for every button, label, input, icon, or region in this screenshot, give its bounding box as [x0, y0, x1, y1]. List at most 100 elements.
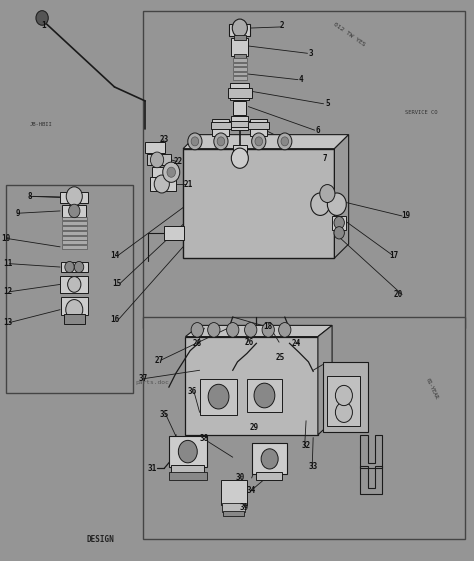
Bar — [222, 503, 245, 512]
Circle shape — [150, 152, 164, 168]
Polygon shape — [318, 325, 332, 435]
Text: 7: 7 — [323, 154, 328, 163]
Text: parts.doc: parts.doc — [136, 380, 170, 385]
Circle shape — [281, 137, 289, 146]
Text: 14: 14 — [110, 251, 119, 260]
Text: 19: 19 — [401, 211, 410, 220]
Circle shape — [232, 19, 247, 37]
Circle shape — [336, 385, 353, 406]
Circle shape — [65, 261, 74, 273]
Bar — [145, 142, 165, 153]
Bar — [234, 35, 246, 40]
Circle shape — [217, 137, 225, 146]
Circle shape — [252, 133, 266, 150]
Bar — [252, 443, 287, 474]
Bar — [229, 24, 250, 36]
Bar — [150, 177, 176, 191]
Polygon shape — [183, 135, 349, 149]
Bar — [164, 226, 184, 240]
Text: 20: 20 — [394, 290, 403, 299]
Text: 15: 15 — [112, 279, 121, 288]
Text: 12: 12 — [3, 287, 13, 296]
Bar — [6, 185, 133, 393]
Circle shape — [191, 323, 203, 337]
Text: 36: 36 — [188, 387, 197, 396]
Text: 8: 8 — [27, 192, 32, 201]
Circle shape — [261, 449, 278, 469]
Bar — [228, 88, 252, 98]
Circle shape — [66, 300, 83, 320]
Text: DESIGN: DESIGN — [86, 535, 114, 544]
Circle shape — [68, 277, 81, 292]
Text: 012 TW YES: 012 TW YES — [332, 22, 365, 48]
Text: 31: 31 — [148, 464, 157, 473]
Bar — [183, 149, 335, 258]
Circle shape — [214, 133, 228, 150]
Bar — [250, 119, 267, 136]
Bar — [60, 276, 89, 293]
Text: 22: 22 — [173, 157, 183, 166]
Bar — [248, 122, 269, 129]
Circle shape — [66, 187, 82, 206]
Text: 35: 35 — [160, 410, 169, 419]
Bar — [169, 436, 207, 467]
Bar — [62, 231, 87, 235]
Circle shape — [191, 137, 199, 146]
Circle shape — [231, 148, 248, 168]
Circle shape — [208, 323, 220, 337]
Bar — [332, 216, 346, 230]
Circle shape — [36, 11, 48, 25]
Bar — [62, 217, 87, 220]
Text: 2: 2 — [280, 21, 285, 30]
Circle shape — [74, 261, 84, 273]
Text: 32: 32 — [301, 442, 310, 450]
Text: 5: 5 — [325, 99, 330, 108]
Bar — [62, 226, 87, 230]
Circle shape — [255, 137, 263, 146]
Bar — [223, 511, 244, 516]
Text: 26: 26 — [245, 338, 254, 347]
Bar — [233, 101, 246, 115]
Circle shape — [328, 193, 346, 215]
Bar — [221, 480, 247, 505]
Bar — [185, 337, 318, 435]
Text: 18: 18 — [264, 322, 273, 331]
Bar — [61, 262, 88, 272]
Bar — [62, 221, 87, 225]
Bar — [64, 314, 85, 324]
Text: 33: 33 — [309, 462, 318, 471]
Text: 16: 16 — [110, 315, 119, 324]
Bar — [233, 63, 247, 66]
Bar — [146, 154, 171, 165]
Circle shape — [278, 133, 292, 150]
Bar — [152, 167, 171, 177]
Circle shape — [245, 323, 257, 337]
Text: 17: 17 — [389, 251, 398, 260]
Bar — [210, 122, 231, 129]
Bar — [234, 54, 246, 58]
Bar — [233, 72, 247, 75]
Text: 30: 30 — [235, 473, 245, 482]
Circle shape — [208, 384, 229, 409]
Text: 37: 37 — [138, 374, 147, 383]
Text: 38: 38 — [200, 434, 209, 443]
Circle shape — [320, 185, 335, 203]
Text: 28: 28 — [192, 339, 202, 348]
Bar — [171, 465, 204, 474]
Circle shape — [254, 383, 275, 408]
Circle shape — [262, 323, 274, 337]
Bar — [233, 58, 247, 62]
Circle shape — [154, 175, 169, 193]
Bar — [61, 297, 88, 315]
Circle shape — [163, 162, 180, 182]
Bar — [169, 472, 207, 480]
Bar — [233, 76, 247, 80]
Text: 3: 3 — [309, 49, 313, 58]
Text: 01-YEAR: 01-YEAR — [424, 377, 438, 399]
Bar — [62, 245, 87, 249]
Text: 9: 9 — [15, 209, 20, 218]
Bar — [62, 236, 87, 240]
Text: 21: 21 — [183, 180, 192, 188]
Text: 24: 24 — [292, 339, 301, 348]
Bar — [62, 240, 87, 245]
